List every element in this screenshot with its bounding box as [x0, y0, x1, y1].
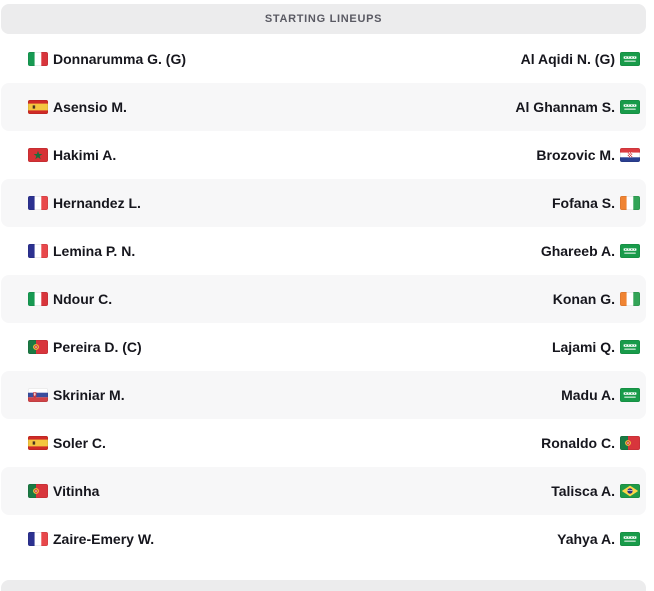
saudi-arabia-flag-icon: [620, 244, 640, 258]
away-player[interactable]: Al Ghannam S.: [515, 99, 640, 115]
home-player[interactable]: Ndour C.: [28, 291, 112, 307]
player-name: Konan G.: [552, 291, 615, 307]
home-player[interactable]: Vitinha: [28, 483, 99, 499]
italy-flag-icon: [28, 52, 48, 66]
lineup-row: Lemina P. N. Ghareeb A.: [1, 227, 646, 275]
player-name: Al Aqidi N. (G): [520, 51, 615, 67]
home-player[interactable]: Hernandez L.: [28, 195, 141, 211]
next-section-header: [1, 580, 646, 591]
lineup-row: Soler C. Ronaldo C.: [1, 419, 646, 467]
saudi-arabia-flag-icon: [620, 340, 640, 354]
away-player[interactable]: Madu A.: [561, 387, 640, 403]
home-player[interactable]: Hakimi A.: [28, 147, 116, 163]
player-name: Donnarumma G. (G): [53, 51, 187, 67]
portugal-flag-icon: [28, 340, 48, 354]
lineups-list: Donnarumma G. (G) Al Aqidi N. (G) Asensio …: [1, 35, 646, 563]
home-player[interactable]: Lemina P. N.: [28, 243, 135, 259]
player-name: Talisca A.: [551, 483, 615, 499]
player-name: Lemina P. N.: [53, 243, 136, 259]
player-name: Skriniar M.: [53, 387, 125, 403]
home-player[interactable]: Donnarumma G. (G): [28, 51, 186, 67]
player-name: Vitinha: [53, 483, 100, 499]
player-name: Hakimi A.: [53, 147, 117, 163]
slovakia-flag-icon: [28, 388, 48, 402]
player-name: Zaire-Emery W.: [53, 531, 155, 547]
spain-flag-icon: [28, 100, 48, 114]
away-player[interactable]: Lajami Q.: [552, 339, 640, 355]
player-name: Ronaldo C.: [541, 435, 615, 451]
starting-lineups-section: STARTING LINEUPS Donnarumma G. (G) Al Aqi…: [0, 4, 654, 591]
player-name: Fofana S.: [551, 195, 615, 211]
lineup-row: Pereira D. (C) Lajami Q.: [1, 323, 646, 371]
away-player[interactable]: Konan G.: [553, 291, 640, 307]
lineup-row: Asensio M. Al Ghannam S.: [1, 83, 646, 131]
france-flag-icon: [28, 244, 48, 258]
brazil-flag-icon: [620, 484, 640, 498]
portugal-flag-icon: [28, 484, 48, 498]
croatia-flag-icon: [620, 148, 640, 162]
player-name: Asensio M.: [53, 99, 127, 115]
player-name: Soler C.: [53, 435, 106, 451]
home-player[interactable]: Pereira D. (C): [28, 339, 142, 355]
portugal-flag-icon: [620, 436, 640, 450]
player-name: Ghareeb A.: [540, 243, 615, 259]
saudi-arabia-flag-icon: [620, 388, 640, 402]
player-name: Lajami Q.: [551, 339, 615, 355]
player-name: Pereira D. (C): [53, 339, 142, 355]
lineup-row: Zaire-Emery W. Yahya A.: [1, 515, 646, 563]
player-name: Ndour C.: [53, 291, 113, 307]
ivory-coast-flag-icon: [620, 292, 640, 306]
away-player[interactable]: Ronaldo C.: [541, 435, 640, 451]
player-name: Al Ghannam S.: [515, 99, 615, 115]
france-flag-icon: [28, 196, 48, 210]
france-flag-icon: [28, 532, 48, 546]
player-name: Madu A.: [561, 387, 615, 403]
saudi-arabia-flag-icon: [620, 52, 640, 66]
ivory-coast-flag-icon: [620, 196, 640, 210]
away-player[interactable]: Fofana S.: [552, 195, 640, 211]
away-player[interactable]: Talisca A.: [551, 483, 640, 499]
lineup-row: Skriniar M. Madu A.: [1, 371, 646, 419]
lineup-row: Vitinha Talisca A.: [1, 467, 646, 515]
home-player[interactable]: Asensio M.: [28, 99, 127, 115]
player-name: Brozovic M.: [536, 147, 615, 163]
lineup-row: Hernandez L. Fofana S.: [1, 179, 646, 227]
lineup-row: Donnarumma G. (G) Al Aqidi N. (G): [1, 35, 646, 83]
lineup-row: Ndour C. Konan G.: [1, 275, 646, 323]
lineup-row: Hakimi A. Brozovic M.: [1, 131, 646, 179]
player-name: Yahya A.: [557, 531, 615, 547]
away-player[interactable]: Ghareeb A.: [541, 243, 640, 259]
away-player[interactable]: Al Aqidi N. (G): [521, 51, 640, 67]
morocco-flag-icon: [28, 148, 48, 162]
spain-flag-icon: [28, 436, 48, 450]
away-player[interactable]: Yahya A.: [557, 531, 640, 547]
player-name: Hernandez L.: [53, 195, 141, 211]
starting-lineups-header: STARTING LINEUPS: [1, 4, 646, 34]
home-player[interactable]: Zaire-Emery W.: [28, 531, 154, 547]
saudi-arabia-flag-icon: [620, 100, 640, 114]
home-player[interactable]: Skriniar M.: [28, 387, 125, 403]
section-title: STARTING LINEUPS: [264, 13, 383, 25]
saudi-arabia-flag-icon: [620, 532, 640, 546]
italy-flag-icon: [28, 292, 48, 306]
home-player[interactable]: Soler C.: [28, 435, 106, 451]
away-player[interactable]: Brozovic M.: [536, 147, 640, 163]
